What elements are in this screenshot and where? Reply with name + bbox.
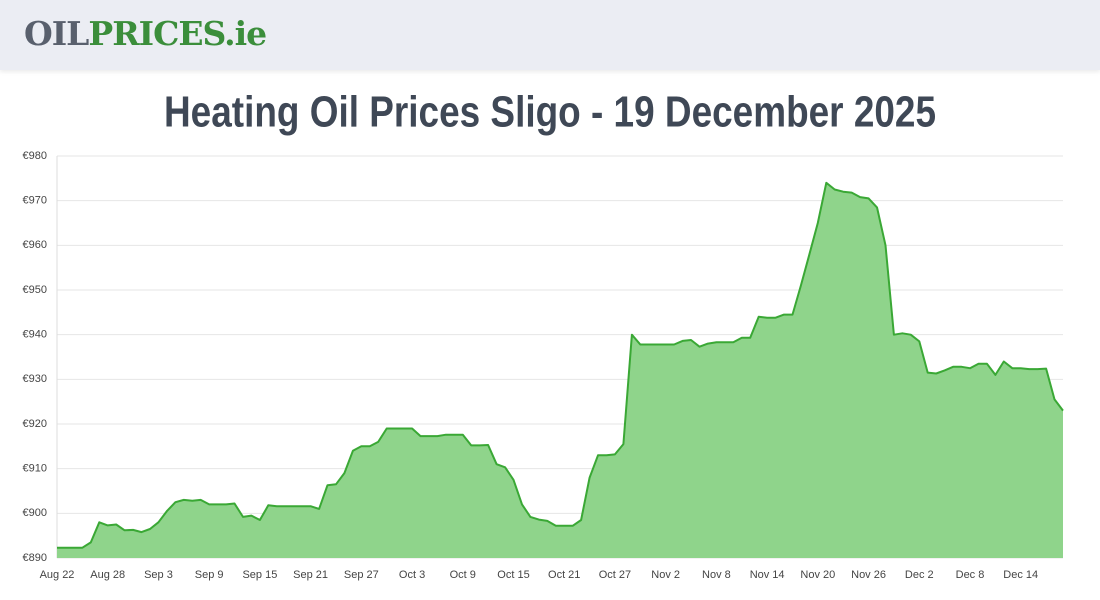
x-tick-label: Nov 14 bbox=[750, 569, 785, 581]
logo-part: .ie bbox=[224, 14, 267, 53]
x-tick-label: Oct 3 bbox=[399, 569, 425, 581]
y-tick-label: €970 bbox=[23, 195, 47, 207]
y-tick-label: €920 bbox=[23, 418, 47, 430]
x-tick-label: Sep 15 bbox=[242, 569, 277, 581]
x-tick-label: Oct 21 bbox=[548, 569, 580, 581]
y-tick-label: €890 bbox=[23, 552, 47, 564]
y-tick-label: €930 bbox=[23, 373, 47, 385]
header: OILPRICES.ie bbox=[0, 0, 1100, 70]
x-tick-label: Oct 27 bbox=[599, 569, 631, 581]
x-tick-label: Oct 9 bbox=[450, 569, 476, 581]
x-tick-label: Sep 9 bbox=[195, 569, 224, 581]
x-tick-label: Dec 8 bbox=[956, 569, 985, 581]
x-tick-label: Nov 8 bbox=[702, 569, 731, 581]
x-tick-label: Nov 20 bbox=[800, 569, 835, 581]
x-tick-label: Sep 21 bbox=[293, 569, 328, 581]
y-tick-label: €960 bbox=[23, 239, 47, 251]
x-tick-label: Sep 3 bbox=[144, 569, 173, 581]
y-tick-label: €940 bbox=[23, 329, 47, 341]
y-tick-label: €910 bbox=[23, 463, 47, 475]
x-tick-label: Nov 26 bbox=[851, 569, 886, 581]
line bbox=[57, 181, 1064, 549]
chart-title: Heating Oil Prices Sligo - 19 December 2… bbox=[164, 88, 936, 137]
x-tick-label: Aug 22 bbox=[40, 569, 75, 581]
x-tick-label: Dec 2 bbox=[905, 569, 934, 581]
logo[interactable]: OILPRICES.ie bbox=[24, 14, 267, 53]
y-tick-label: €980 bbox=[23, 150, 47, 162]
x-tick-label: Nov 2 bbox=[651, 569, 680, 581]
y-tick-label: €950 bbox=[23, 284, 47, 296]
logo-part: OIL bbox=[24, 14, 89, 53]
x-tick-label: Sep 27 bbox=[344, 569, 379, 581]
x-tick-label: Oct 15 bbox=[497, 569, 529, 581]
x-tick-label: Aug 28 bbox=[90, 569, 125, 581]
x-tick-label: Dec 14 bbox=[1003, 569, 1038, 581]
logo-part: PRICES bbox=[88, 14, 225, 53]
y-tick-label: €900 bbox=[23, 507, 47, 519]
area bbox=[57, 182, 1063, 559]
